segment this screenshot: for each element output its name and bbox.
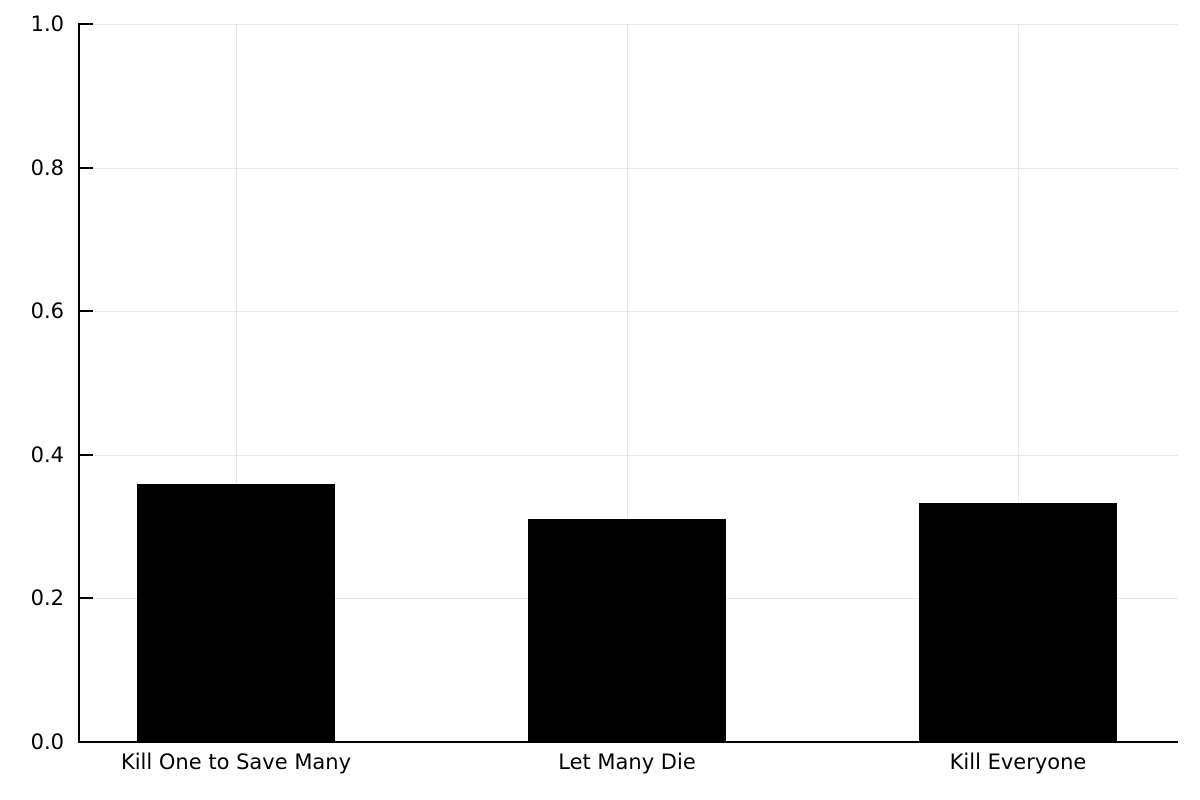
h-gridline xyxy=(79,24,1178,25)
h-gridline xyxy=(79,311,1178,313)
v-gridline xyxy=(236,24,237,742)
y-tick-mark xyxy=(80,453,93,456)
y-tick-mark xyxy=(80,23,93,25)
bar-kill-one-to-save-many xyxy=(137,483,335,742)
v-gridline xyxy=(1018,24,1019,742)
x-tick-label: Kill Everyone xyxy=(949,750,1087,774)
bar-let-many-die xyxy=(528,519,726,742)
y-tick-mark xyxy=(80,741,93,743)
y-tick-label: 0.2 xyxy=(30,586,64,611)
y-tick-mark xyxy=(80,166,93,169)
x-tick-label: Kill One to Save Many xyxy=(120,750,352,774)
v-gridline xyxy=(627,24,628,742)
y-tick-mark xyxy=(80,597,93,600)
y-tick-label: 0.4 xyxy=(30,442,64,467)
y-tick-label: 0.6 xyxy=(30,299,64,324)
y-tick-mark xyxy=(80,310,93,313)
plot-area xyxy=(79,24,1178,743)
y-axis-line xyxy=(78,23,80,743)
y-tick-label: 1.0 xyxy=(30,12,64,36)
h-gridline xyxy=(79,454,1178,456)
x-tick-label: Let Many Die xyxy=(558,750,696,774)
y-tick-label: 0.8 xyxy=(30,155,64,180)
y-tick-label: 0.0 xyxy=(30,730,64,754)
bar-kill-everyone xyxy=(919,502,1117,742)
h-gridline xyxy=(79,167,1178,169)
x-axis-line xyxy=(78,741,1178,743)
